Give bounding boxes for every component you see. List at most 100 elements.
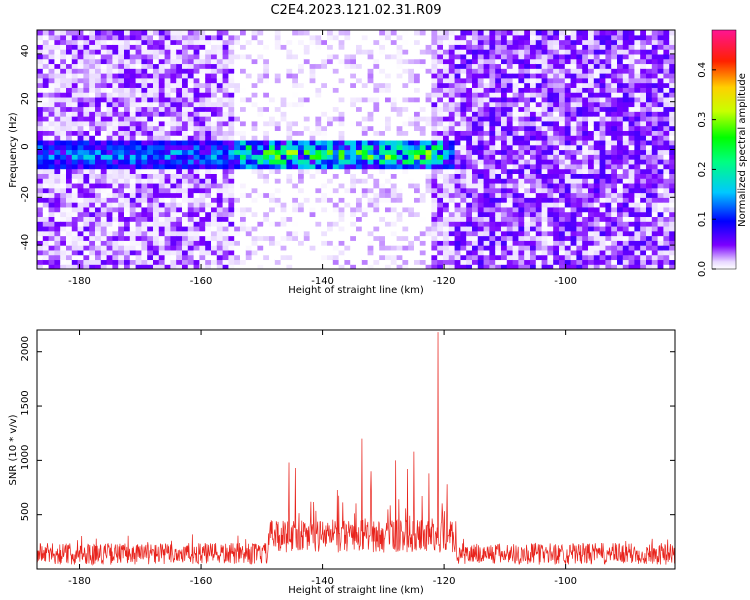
- heatmap-cell: [344, 144, 351, 151]
- heatmap-cell: [141, 96, 148, 103]
- heatmap-cell: [298, 139, 305, 146]
- heatmap-cell: [582, 77, 589, 84]
- heatmap-cell: [158, 44, 166, 50]
- heatmap-cell: [182, 68, 189, 74]
- heatmap-cell: [100, 92, 108, 98]
- heatmap-cell: [477, 187, 485, 194]
- heatmap-cell: [361, 163, 369, 170]
- heatmap-cell: [205, 101, 212, 108]
- heatmap-cell: [147, 144, 154, 151]
- heatmap-cell: [599, 259, 606, 265]
- heatmap-cell: [263, 182, 270, 189]
- heatmap-cell: [298, 63, 305, 69]
- heatmap-cell: [448, 221, 456, 227]
- heatmap-cell: [164, 144, 171, 151]
- heatmap-cell: [506, 96, 514, 103]
- heatmap-cell: [153, 30, 160, 36]
- heatmap-cell: [199, 216, 206, 222]
- heatmap-cell: [292, 120, 299, 127]
- heatmap-cell: [42, 82, 50, 88]
- heatmap-cell: [71, 197, 79, 203]
- heatmap-cell: [396, 240, 403, 246]
- heatmap-cell: [100, 130, 108, 136]
- heatmap-cell: [292, 63, 299, 69]
- heatmap-cell: [495, 216, 502, 222]
- heatmap-cell: [60, 254, 67, 261]
- heatmap-cell: [605, 63, 612, 69]
- heatmap-cell: [124, 173, 131, 179]
- heatmap-cell: [506, 106, 514, 112]
- heatmap-cell: [182, 30, 189, 36]
- heatmap-cell: [321, 249, 328, 256]
- heatmap-cell: [95, 163, 102, 170]
- heatmap-cell: [112, 106, 119, 112]
- heatmap-cell: [298, 106, 305, 112]
- heatmap-cell: [338, 264, 345, 269]
- heatmap-cell: [216, 163, 224, 170]
- heatmap-cell: [147, 211, 154, 218]
- heatmap-cell: [385, 240, 392, 246]
- heatmap-cell: [129, 163, 137, 170]
- heatmap-cell: [425, 34, 432, 41]
- heatmap-cell: [280, 34, 287, 41]
- heatmap-cell: [518, 39, 525, 45]
- heatmap-cell: [187, 230, 195, 237]
- heatmap-cell: [170, 30, 177, 36]
- heatmap-cell: [576, 63, 583, 69]
- heatmap-cell: [129, 178, 137, 184]
- heatmap-cell: [199, 34, 206, 41]
- heatmap-cell: [147, 139, 154, 146]
- heatmap-cell: [54, 120, 61, 127]
- heatmap-cell: [483, 254, 490, 261]
- heatmap-cell: [553, 254, 560, 261]
- heatmap-cell: [448, 34, 456, 41]
- heatmap-cell: [280, 58, 287, 65]
- heatmap-cell: [216, 240, 224, 246]
- heatmap-cell: [286, 173, 293, 179]
- heatmap-cell: [199, 178, 206, 184]
- heatmap-cell: [414, 211, 421, 218]
- heatmap-cell: [489, 187, 496, 194]
- heatmap-cell: [42, 44, 50, 50]
- heatmap-cell: [530, 221, 537, 227]
- heatmap-cell: [100, 149, 108, 155]
- heatmap-cell: [158, 264, 166, 269]
- heatmap-cell: [431, 163, 438, 170]
- heatmap-cell: [112, 82, 119, 88]
- heatmap-cell: [443, 144, 450, 151]
- heatmap-cell: [332, 68, 340, 74]
- heatmap-cell: [559, 135, 566, 141]
- heatmap-cell: [124, 254, 131, 261]
- heatmap-cell: [547, 254, 554, 261]
- heatmap-cell: [77, 82, 84, 88]
- heatmap-cell: [170, 216, 177, 222]
- heatmap-cell: [367, 120, 374, 127]
- heatmap-cell: [321, 182, 328, 189]
- heatmap-cell: [501, 39, 508, 45]
- heatmap-cell: [176, 202, 183, 208]
- heatmap-cell: [205, 225, 212, 232]
- heatmap-cell: [367, 106, 374, 112]
- heatmap-cell: [251, 173, 258, 179]
- heatmap-cell: [390, 135, 398, 141]
- heatmap-cell: [489, 144, 496, 151]
- heatmap-cell: [327, 249, 334, 256]
- heatmap-cell: [95, 178, 102, 184]
- heatmap-cell: [321, 163, 328, 170]
- heatmap-cell: [274, 202, 282, 208]
- heatmap-cell: [118, 187, 125, 194]
- heatmap-cell: [553, 44, 560, 50]
- heatmap-cell: [390, 206, 398, 213]
- heatmap-cell: [564, 44, 572, 50]
- heatmap-cell: [495, 240, 502, 246]
- heatmap-cell: [89, 249, 96, 256]
- heatmap-cell: [385, 221, 392, 227]
- heatmap-cell: [48, 116, 55, 122]
- heatmap-cell: [292, 44, 299, 50]
- heatmap-cell: [112, 230, 119, 237]
- heatmap-cell: [205, 245, 212, 251]
- heatmap-cell: [332, 264, 340, 269]
- heatmap-cell: [269, 49, 276, 55]
- heatmap-cell: [95, 92, 102, 98]
